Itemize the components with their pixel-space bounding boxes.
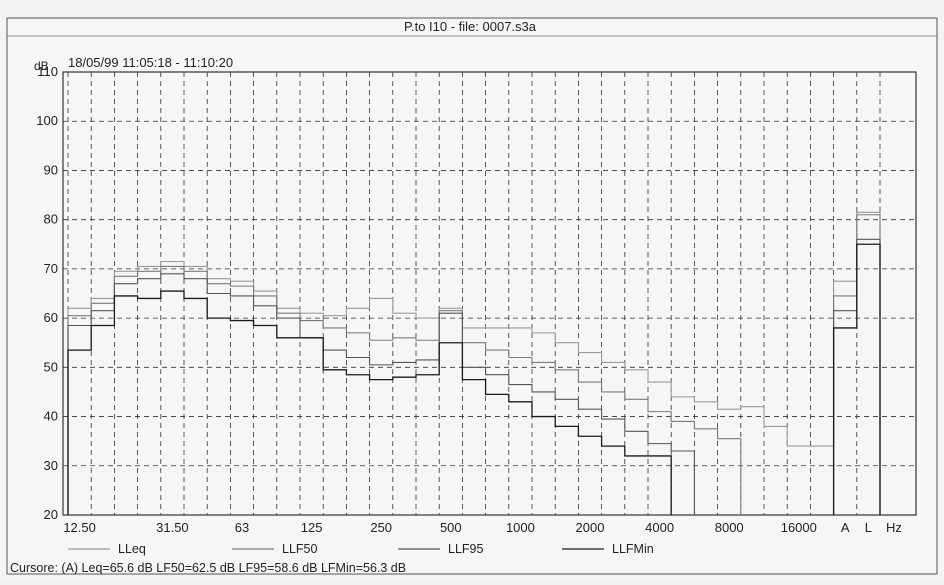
x-tick-label: 31.50 [156,520,189,535]
outer-frame [6,17,938,575]
x-tick-label: 2000 [576,520,605,535]
measurement-timestamp: 18/05/99 11:05:18 - 11:10:20 [68,55,233,70]
x-tick-label: Hz [886,520,902,535]
series-lines [67,211,881,515]
y-tick-label: 80 [44,212,58,227]
series-line-llfmin [67,243,881,515]
x-tick-label: 125 [301,520,323,535]
y-tick-label: 50 [44,359,58,374]
x-tick-label: 250 [370,520,392,535]
series-line-lleq [67,211,881,515]
y-tick-label: 70 [44,261,58,276]
grid-lines [63,72,916,515]
x-tick-label: 63 [235,520,249,535]
y-tick-labels: 20 30 40 50 60 70 80 90 100 110 [36,64,58,522]
y-tick-label: 60 [44,310,58,325]
x-tick-label: 500 [440,520,462,535]
legend-label: LLeq [118,542,146,556]
y-tick-label: 90 [44,162,58,177]
y-tick-label: 20 [44,507,58,522]
x-tick-label: A [841,520,850,535]
chart-title: P.to I10 - file: 0007.s3a [404,19,537,34]
y-axis-unit: dB [34,59,49,73]
y-tick-label: 40 [44,409,58,424]
x-tick-label: 12.50 [63,520,96,535]
x-tick-label: 1000 [506,520,535,535]
y-tick-label: 110 [37,64,58,79]
plot-area [62,71,917,516]
cursor-readout: Cursore: (A) Leq=65.6 dB LF50=62.5 dB LF… [10,561,406,575]
legend-label: LLF50 [282,542,317,556]
x-tick-label: L [865,520,872,535]
legend-label: LLF95 [448,542,483,556]
x-tick-label: 4000 [645,520,674,535]
legend: LLeq LLF50 LLF95 LLFMin [68,542,654,556]
x-tick-label: 16000 [781,520,817,535]
y-tick-label: 100 [36,113,58,128]
x-tick-labels: 12.50 31.50 63 125 250 500 1000 2000 4000 8000 160… [63,520,902,535]
y-tick-label: 30 [44,458,58,473]
legend-label: LLFMin [612,542,654,556]
x-tick-label: 8000 [715,520,744,535]
